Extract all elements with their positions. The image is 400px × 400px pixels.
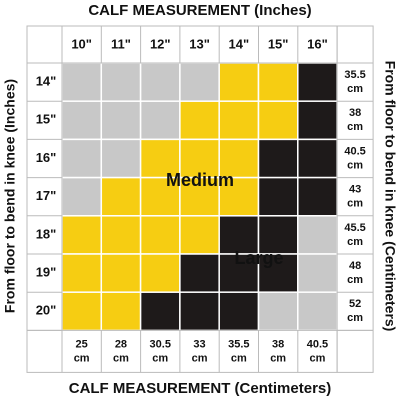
size-cell xyxy=(179,253,220,293)
size-cell xyxy=(61,253,103,293)
size-cell xyxy=(61,215,103,255)
row-cm: cm xyxy=(347,83,363,95)
column-inch: 15" xyxy=(268,36,289,51)
size-cell xyxy=(179,100,220,141)
title-bottom: CALF MEASUREMENT (Centimeters) xyxy=(69,380,332,397)
row-inch: 16" xyxy=(36,150,57,165)
size-cell xyxy=(297,176,338,217)
size-cell xyxy=(218,291,260,332)
size-cell xyxy=(100,291,142,332)
column-cm: 38 xyxy=(272,338,284,350)
row-cm: 35.5 xyxy=(344,69,365,81)
size-cell xyxy=(100,253,142,293)
size-cell xyxy=(61,138,103,179)
column-cm: 40.5 xyxy=(307,338,328,350)
size-cell xyxy=(61,100,103,141)
row-inch: 14" xyxy=(36,74,57,89)
row-cm: 43 xyxy=(349,184,361,196)
size-cell xyxy=(61,291,103,332)
size-cell xyxy=(257,138,299,179)
size-cell xyxy=(218,215,260,255)
column-inch: 13" xyxy=(189,36,210,51)
size-cell xyxy=(139,253,181,293)
size-cell xyxy=(100,215,142,255)
size-cell xyxy=(297,100,338,141)
size-cell xyxy=(139,291,181,332)
size-cell xyxy=(179,62,220,102)
row-cm: 40.5 xyxy=(344,145,365,157)
size-cell xyxy=(297,215,338,255)
size-cell xyxy=(218,62,260,102)
column-inch: 16" xyxy=(307,36,328,51)
region-label: Medium xyxy=(166,170,234,190)
row-inch: 15" xyxy=(36,112,57,127)
size-cell xyxy=(100,138,142,179)
row-cm: cm xyxy=(347,312,363,324)
size-cell xyxy=(297,253,338,293)
size-cell xyxy=(257,62,299,102)
right-label: From floor to bend in knee (Centimeters) xyxy=(382,61,398,332)
size-cell xyxy=(297,291,338,332)
row-cm: cm xyxy=(347,274,363,286)
size-cell xyxy=(218,100,260,141)
region-label: Large xyxy=(234,248,283,268)
column-inch: 12" xyxy=(150,36,171,51)
size-cell xyxy=(61,176,103,217)
size-cell xyxy=(139,100,181,141)
size-cell xyxy=(61,62,103,102)
size-cell xyxy=(100,100,142,141)
size-cell xyxy=(100,176,142,217)
size-cell xyxy=(257,176,299,217)
size-cell xyxy=(297,138,338,179)
row-cm: cm xyxy=(347,198,363,210)
column-cm: 28 xyxy=(115,338,127,350)
row-inch: 19" xyxy=(36,265,57,280)
row-cm: 38 xyxy=(349,107,361,119)
column-cm: cm xyxy=(152,352,168,364)
column-cm: cm xyxy=(309,352,325,364)
size-cell xyxy=(257,291,299,332)
row-inch: 17" xyxy=(36,188,57,203)
row-inch: 20" xyxy=(36,303,57,318)
size-cell xyxy=(179,291,220,332)
left-label: From floor to bend in knee (Inches) xyxy=(2,79,18,313)
row-cm: cm xyxy=(347,121,363,133)
row-cm: cm xyxy=(347,159,363,171)
title-top: CALF MEASUREMENT (Inches) xyxy=(88,2,311,19)
size-cell xyxy=(179,215,220,255)
column-cm: cm xyxy=(270,352,286,364)
size-cell xyxy=(218,253,260,293)
column-cm: cm xyxy=(231,352,247,364)
column-cm: 25 xyxy=(76,338,88,350)
size-cell xyxy=(257,100,299,141)
column-cm: 35.5 xyxy=(228,338,249,350)
size-cell xyxy=(297,62,338,102)
size-cell xyxy=(139,62,181,102)
row-cm: 52 xyxy=(349,298,361,310)
row-cm: cm xyxy=(347,236,363,248)
column-cm: 33 xyxy=(193,338,205,350)
column-cm: 30.5 xyxy=(150,338,171,350)
row-inch: 18" xyxy=(36,226,57,241)
size-cell xyxy=(179,176,220,217)
size-cell xyxy=(100,62,142,102)
row-cm: 48 xyxy=(349,260,361,272)
column-cm: cm xyxy=(74,352,90,364)
column-inch: 10" xyxy=(71,36,92,51)
column-cm: cm xyxy=(192,352,208,364)
column-cm: cm xyxy=(113,352,129,364)
row-cm: 45.5 xyxy=(344,222,365,234)
column-inch: 14" xyxy=(229,36,250,51)
size-cell xyxy=(139,215,181,255)
column-inch: 11" xyxy=(111,36,131,51)
